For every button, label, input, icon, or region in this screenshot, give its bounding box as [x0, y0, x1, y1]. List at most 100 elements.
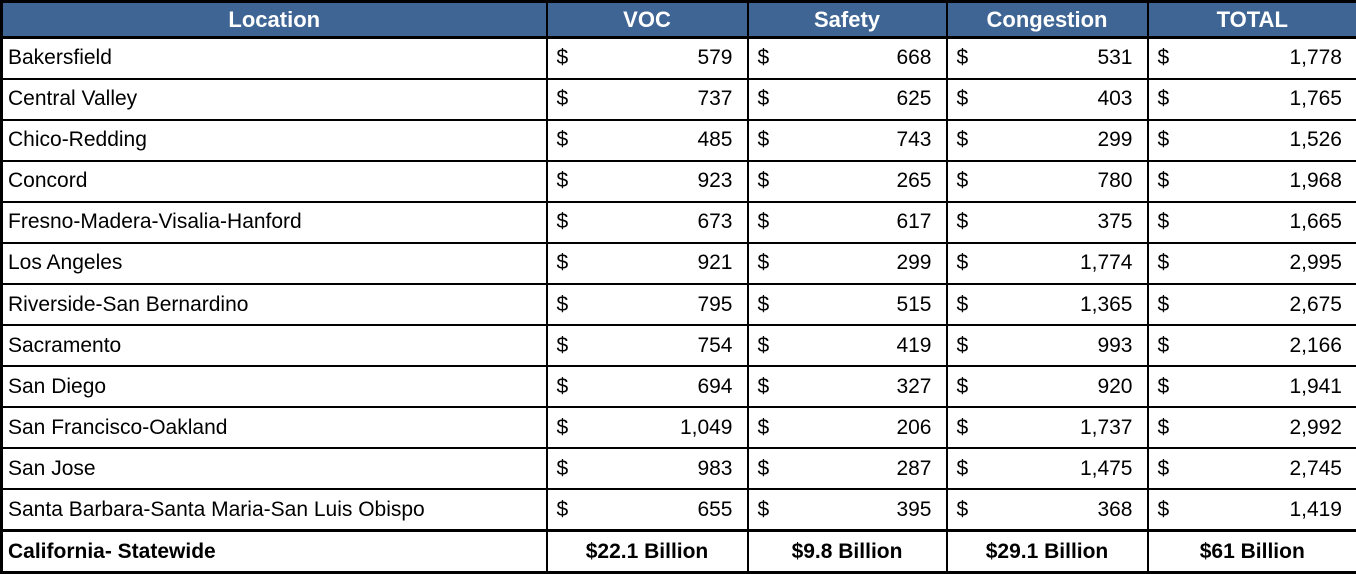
voc-cell: $ 694	[545, 365, 749, 409]
congestion-value: 920	[1097, 374, 1133, 398]
total-cell: $ 2,992	[1146, 406, 1356, 450]
voc-cell: $ 485	[545, 118, 749, 162]
dollar-sign: $	[757, 292, 770, 316]
voc-value: 1,049	[679, 415, 733, 439]
dollar-sign: $	[956, 87, 969, 111]
dollar-sign: $	[757, 497, 770, 521]
safety-cell: $ 395	[746, 488, 948, 532]
location-cell: Los Angeles	[0, 241, 548, 285]
voc-value: 655	[697, 497, 733, 521]
safety-cell: $ 287	[746, 447, 948, 491]
total-value: 2,745	[1289, 456, 1342, 480]
dollar-sign: $	[956, 292, 969, 316]
column-header-total: TOTAL	[1146, 0, 1356, 39]
location-cell: San Jose	[0, 447, 548, 491]
total-cell: $ 2,166	[1146, 324, 1356, 368]
safety-cell: $ 299	[746, 241, 948, 285]
voc-cell: $ 1,049	[545, 406, 749, 450]
voc-value: 795	[697, 292, 733, 316]
congestion-value: 780	[1097, 169, 1133, 193]
location-cell: Central Valley	[0, 77, 548, 121]
dollar-sign: $	[1157, 456, 1170, 480]
dollar-sign: $	[556, 251, 569, 275]
congestion-cell: $ 403	[945, 77, 1149, 121]
safety-cell: $ 617	[746, 200, 948, 244]
total-cell: $ 1,941	[1146, 365, 1356, 409]
dollar-sign: $	[556, 333, 569, 357]
table-row: San Diego $ 694 $ 327 $ 920 $ 1,941	[0, 365, 1356, 409]
voc-value: 754	[697, 333, 733, 357]
total-cell: $ 1,778	[1146, 36, 1356, 80]
safety-cell: $ 206	[746, 406, 948, 450]
table-row: Los Angeles $ 921 $ 299 $ 1,774 $ 2,995	[0, 241, 1356, 285]
dollar-sign: $	[556, 374, 569, 398]
congestion-cell: $ 1,737	[945, 406, 1149, 450]
safety-value: 327	[896, 374, 932, 398]
dollar-sign: $	[1157, 292, 1170, 316]
voc-cell: $ 921	[545, 241, 749, 285]
congestion-value: 1,774	[1079, 251, 1133, 275]
statewide-row: California- Statewide $22.1 Billion $9.8…	[0, 529, 1356, 574]
voc-cell: $ 795	[545, 282, 749, 327]
dollar-sign: $	[956, 415, 969, 439]
safety-value: 625	[896, 87, 932, 111]
voc-value: 737	[697, 87, 733, 111]
table-row: Bakersfield $ 579 $ 668 $ 531 $ 1,778	[0, 36, 1356, 80]
congestion-cell: $ 920	[945, 365, 1149, 409]
table-body: Bakersfield $ 579 $ 668 $ 531 $ 1,778	[0, 36, 1356, 532]
voc-cell: $ 673	[545, 200, 749, 244]
safety-value: 668	[896, 46, 932, 70]
voc-value: 921	[697, 251, 733, 275]
safety-value: 206	[896, 415, 932, 439]
header-row: Location VOC Safety Congestion TOTAL	[0, 0, 1356, 39]
dollar-sign: $	[1157, 415, 1170, 439]
congestion-cell: $ 368	[945, 488, 1149, 532]
dollar-sign: $	[1157, 497, 1170, 521]
dollar-sign: $	[556, 415, 569, 439]
total-cell: $ 1,765	[1146, 77, 1356, 121]
statewide-label: California- Statewide	[0, 529, 548, 574]
total-value: 1,526	[1289, 128, 1342, 152]
location-cell: Bakersfield	[0, 36, 548, 80]
statewide-total-value: $61 Billion	[1146, 529, 1356, 574]
congestion-value: 368	[1097, 497, 1133, 521]
safety-value: 419	[896, 333, 932, 357]
total-value: 1,941	[1289, 374, 1342, 398]
congestion-cell: $ 299	[945, 118, 1149, 162]
congestion-value: 1,737	[1079, 415, 1133, 439]
dollar-sign: $	[956, 251, 969, 275]
voc-cell: $ 655	[545, 488, 749, 532]
dollar-sign: $	[757, 333, 770, 357]
voc-value: 485	[697, 128, 733, 152]
total-value: 1,419	[1289, 497, 1342, 521]
safety-cell: $ 419	[746, 324, 948, 368]
dollar-sign: $	[1157, 46, 1170, 70]
dollar-sign: $	[556, 46, 569, 70]
dollar-sign: $	[757, 210, 770, 234]
dollar-sign: $	[956, 169, 969, 193]
total-cell: $ 1,665	[1146, 200, 1356, 244]
congestion-value: 993	[1097, 333, 1133, 357]
dollar-sign: $	[556, 456, 569, 480]
total-value: 1,778	[1289, 46, 1342, 70]
safety-cell: $ 327	[746, 365, 948, 409]
dollar-sign: $	[956, 210, 969, 234]
dollar-sign: $	[757, 456, 770, 480]
voc-cell: $ 579	[545, 36, 749, 80]
safety-cell: $ 743	[746, 118, 948, 162]
total-value: 2,992	[1289, 415, 1342, 439]
total-value: 1,665	[1289, 210, 1342, 234]
dollar-sign: $	[757, 374, 770, 398]
dollar-sign: $	[956, 456, 969, 480]
location-cell: Santa Barbara-Santa Maria-San Luis Obisp…	[0, 488, 548, 532]
voc-cell: $ 754	[545, 324, 749, 368]
total-cell: $ 1,968	[1146, 159, 1356, 203]
column-header-safety: Safety	[746, 0, 948, 39]
safety-value: 395	[896, 497, 932, 521]
statewide-voc-value: $22.1 Billion	[545, 529, 749, 574]
voc-cell: $ 737	[545, 77, 749, 121]
dollar-sign: $	[1157, 251, 1170, 275]
dollar-sign: $	[956, 374, 969, 398]
dollar-sign: $	[556, 128, 569, 152]
